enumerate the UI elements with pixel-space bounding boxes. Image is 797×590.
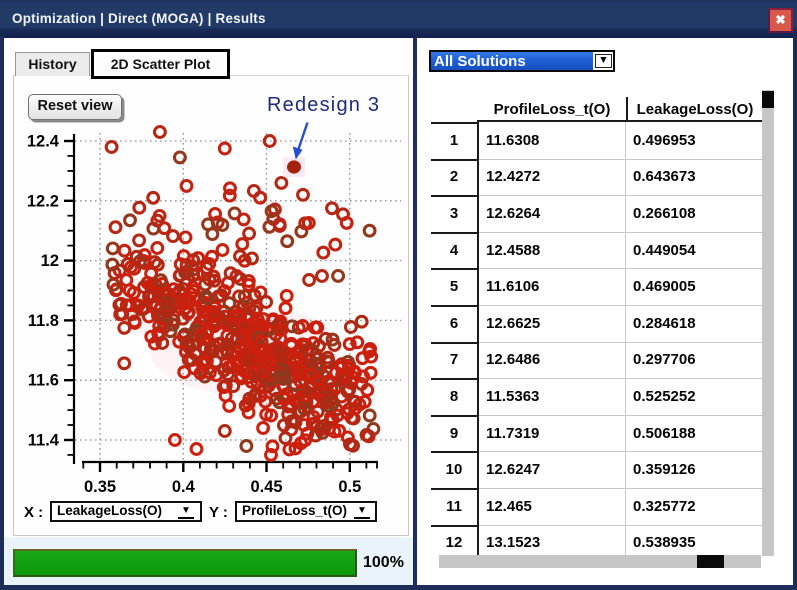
svg-text:0.4: 0.4 [172,478,196,496]
svg-text:12.2: 12.2 [27,192,59,210]
svg-text:12: 12 [41,252,59,270]
svg-text:0.45: 0.45 [250,478,282,496]
svg-text:11.8: 11.8 [28,312,59,330]
svg-text:0.35: 0.35 [84,478,116,496]
svg-text:11.6: 11.6 [28,372,59,390]
svg-text:12.4: 12.4 [27,133,60,151]
svg-text:11.4: 11.4 [28,432,60,450]
svg-text:0.5: 0.5 [338,478,361,496]
